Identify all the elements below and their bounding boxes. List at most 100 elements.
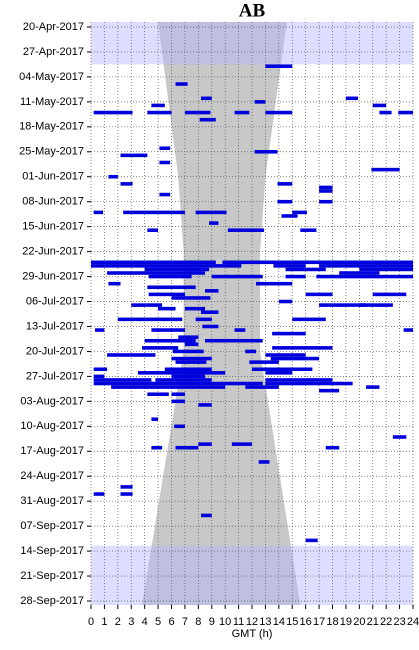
activity-bar bbox=[91, 260, 216, 265]
activity-bar bbox=[175, 82, 188, 86]
activity-bar bbox=[123, 210, 185, 215]
y-tick-label: 13-Jul-2017 bbox=[26, 320, 84, 332]
activity-bar bbox=[339, 271, 380, 275]
activity-bar bbox=[93, 110, 133, 115]
activity-bar bbox=[158, 306, 176, 311]
activity-bar bbox=[93, 210, 104, 215]
activity-bar bbox=[131, 303, 163, 307]
band bbox=[91, 545, 413, 605]
activity-bar bbox=[151, 417, 159, 421]
activity-bar bbox=[164, 367, 212, 372]
y-tick-label: 17-Aug-2017 bbox=[20, 445, 84, 457]
activity-bar bbox=[265, 381, 353, 386]
activity-bar bbox=[175, 360, 207, 364]
activity-bar bbox=[195, 210, 227, 215]
activity-bar bbox=[265, 64, 293, 68]
activity-bar bbox=[141, 346, 179, 350]
activity-bar bbox=[151, 103, 165, 108]
x-tick-label: 24 bbox=[407, 616, 419, 628]
activity-bar bbox=[254, 150, 278, 154]
x-tick-label: 2 bbox=[115, 616, 121, 628]
x-tick-label: 11 bbox=[233, 616, 244, 628]
activity-bar bbox=[319, 303, 367, 307]
x-tick-label: 17 bbox=[313, 616, 325, 628]
activity-bar bbox=[234, 110, 250, 115]
activity-bar bbox=[93, 378, 152, 382]
activity-bar bbox=[171, 296, 211, 300]
activity-bar bbox=[93, 367, 108, 372]
activity-bar bbox=[201, 96, 212, 101]
activity-bar bbox=[95, 328, 105, 332]
y-tick-label: 21-Sep-2017 bbox=[20, 570, 84, 582]
activity-bar bbox=[265, 371, 293, 375]
activity-bar bbox=[184, 342, 199, 347]
activity-bar bbox=[272, 346, 333, 350]
activity-bar bbox=[392, 435, 407, 439]
y-tick-label: 28-Sep-2017 bbox=[20, 595, 84, 607]
activity-bar bbox=[201, 513, 212, 518]
y-tick-label: 20-Jul-2017 bbox=[26, 345, 84, 357]
activity-bar bbox=[403, 328, 413, 332]
activity-bar bbox=[254, 100, 266, 104]
activity-bar bbox=[319, 388, 340, 393]
activity-bar bbox=[319, 189, 333, 193]
y-tick-label: 15-Jun-2017 bbox=[22, 221, 84, 233]
activity-bar bbox=[292, 210, 308, 215]
activity-bar bbox=[172, 349, 204, 354]
y-tick-label: 29-Jun-2017 bbox=[22, 270, 84, 282]
x-axis-label: GMT (h) bbox=[232, 628, 273, 640]
activity-bar bbox=[256, 281, 293, 286]
y-tick-label: 14-Sep-2017 bbox=[20, 545, 84, 557]
activity-bar bbox=[111, 385, 226, 389]
activity-bar bbox=[285, 274, 306, 279]
activity-bar bbox=[305, 292, 333, 297]
activity-bar bbox=[147, 110, 172, 115]
x-tick-label: 13 bbox=[259, 616, 271, 628]
activity-bar bbox=[379, 110, 392, 115]
activity-bar bbox=[211, 274, 263, 279]
activity-bar bbox=[151, 328, 185, 332]
activity-bar bbox=[91, 264, 242, 268]
activity-bar bbox=[281, 214, 298, 218]
activity-bar bbox=[171, 374, 206, 379]
activity-bar bbox=[108, 174, 118, 179]
activity-bar bbox=[231, 442, 252, 446]
y-tick-label: 25-May-2017 bbox=[19, 146, 84, 158]
activity-bar bbox=[398, 110, 413, 115]
x-tick-label: 5 bbox=[155, 616, 161, 628]
y-tick-label: 03-Aug-2017 bbox=[20, 395, 84, 407]
y-tick-label: 27-Apr-2017 bbox=[23, 46, 84, 58]
y-tick-label: 07-Sep-2017 bbox=[20, 520, 84, 532]
activity-bar bbox=[201, 310, 219, 314]
y-tick-label: 20-Apr-2017 bbox=[23, 21, 84, 33]
y-tick-label: 04-May-2017 bbox=[19, 71, 84, 83]
activity-bar bbox=[202, 324, 219, 329]
y-tick-label: 01-Jun-2017 bbox=[22, 171, 84, 183]
y-tick-label: 10-Aug-2017 bbox=[20, 420, 84, 432]
activity-bar bbox=[278, 299, 293, 304]
x-tick-label: 3 bbox=[128, 616, 134, 628]
activity-bar bbox=[151, 445, 163, 450]
activity-bar bbox=[205, 338, 263, 343]
activity-bar bbox=[147, 392, 169, 396]
activity-bar bbox=[148, 292, 185, 297]
y-tick-label: 27-Jul-2017 bbox=[26, 370, 84, 382]
activity-bar bbox=[319, 199, 333, 204]
y-tick-label: 06-Jul-2017 bbox=[26, 295, 84, 307]
activity-bar bbox=[195, 317, 212, 322]
activity-bar bbox=[184, 306, 206, 311]
activity-bar bbox=[93, 381, 263, 386]
activity-bar bbox=[108, 281, 121, 286]
activity-bar bbox=[199, 117, 216, 122]
activity-bar bbox=[270, 356, 320, 361]
activity-bar bbox=[205, 289, 219, 293]
activity-bar bbox=[184, 110, 211, 115]
activity-bar bbox=[245, 349, 257, 354]
x-tick-label: 1 bbox=[101, 616, 107, 628]
activity-bar bbox=[222, 260, 413, 265]
activity-bar bbox=[372, 292, 407, 297]
activity-bar bbox=[325, 445, 340, 450]
activity-bar bbox=[265, 353, 306, 357]
activity-bar bbox=[178, 335, 199, 339]
